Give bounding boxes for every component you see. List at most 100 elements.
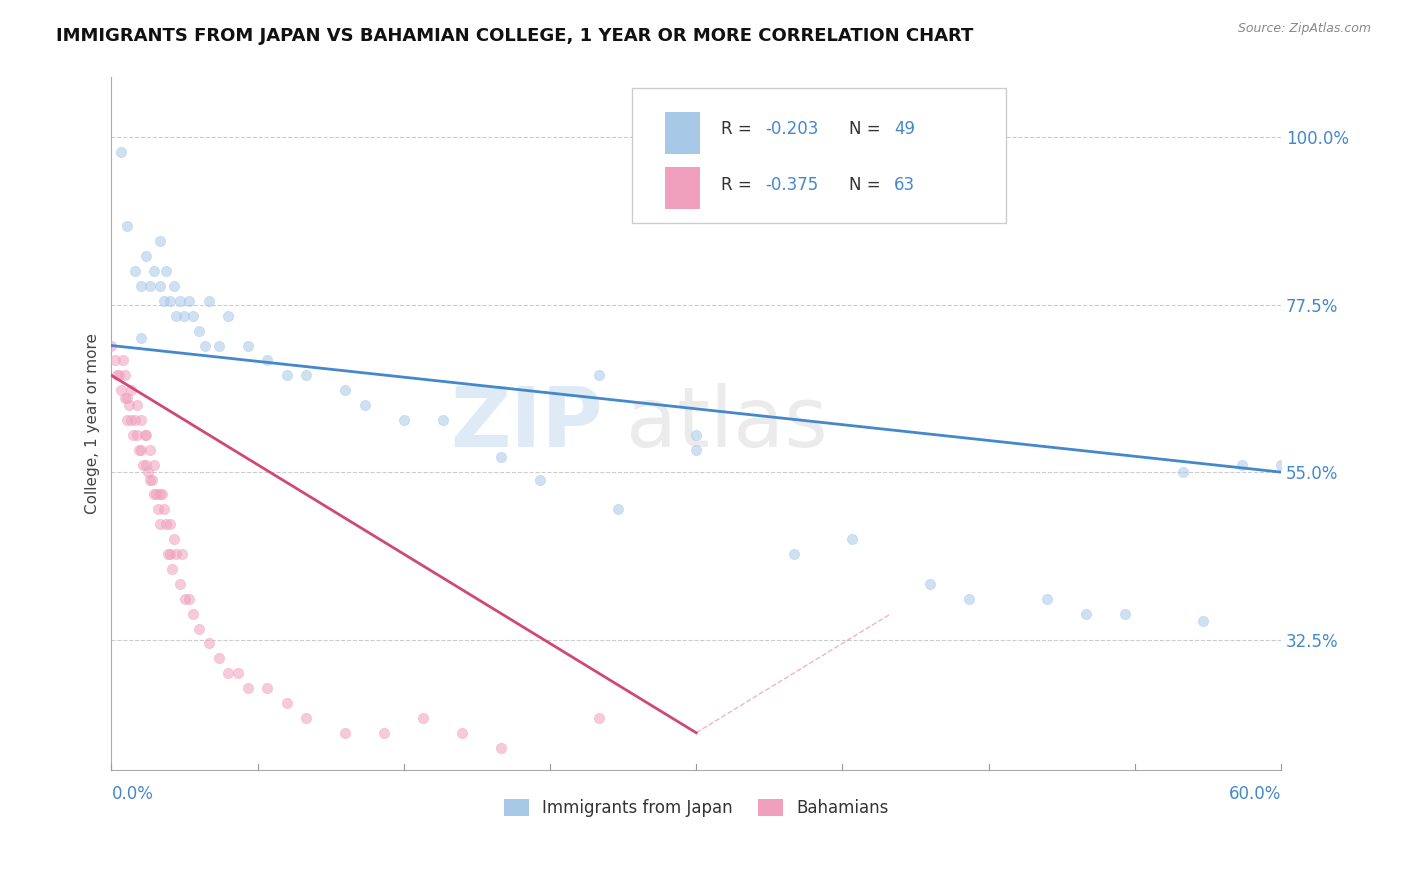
Point (160, 562, 183, 576)
Point (198, 293, 221, 308)
Point (124, 264, 146, 278)
Point (198, 636, 221, 650)
Point (112, 353, 135, 368)
Point (148, 502, 170, 516)
Point (114, 391, 136, 405)
Point (295, 711, 318, 725)
Point (120, 383, 142, 397)
Point (134, 428, 156, 442)
Point (1192, 614, 1215, 628)
Point (207, 338, 229, 352)
Point (529, 473, 551, 487)
Point (179, 591, 201, 606)
Point (141, 473, 163, 487)
Point (335, 383, 357, 397)
Point (194, 338, 217, 352)
Point (129, 413, 152, 427)
Point (149, 234, 172, 248)
Point (1230, 458, 1253, 472)
Point (165, 309, 187, 323)
Point (1074, 607, 1097, 621)
Point (236, 338, 259, 352)
Text: R =: R = (721, 176, 756, 194)
Point (165, 547, 187, 561)
Point (121, 428, 143, 442)
Point (181, 607, 204, 621)
Point (432, 413, 454, 427)
Point (145, 487, 167, 501)
Point (110, 145, 132, 159)
Point (159, 293, 181, 308)
Point (188, 622, 211, 636)
Point (143, 487, 166, 501)
Point (125, 428, 148, 442)
Point (841, 532, 863, 546)
Point (150, 487, 173, 501)
Point (118, 398, 141, 412)
Point (226, 666, 249, 681)
Point (412, 711, 434, 725)
Point (256, 681, 278, 695)
Point (276, 368, 298, 383)
Point (139, 473, 162, 487)
Point (159, 517, 181, 532)
Text: Source: ZipAtlas.com: Source: ZipAtlas.com (1237, 22, 1371, 36)
Point (163, 532, 186, 546)
Text: 60.0%: 60.0% (1229, 785, 1281, 803)
Point (115, 413, 138, 427)
Point (108, 368, 131, 383)
Point (295, 368, 318, 383)
Point (181, 309, 204, 323)
Point (100, 338, 122, 352)
Point (1173, 465, 1195, 479)
Point (143, 264, 166, 278)
Point (153, 293, 176, 308)
Point (143, 458, 166, 472)
Point (114, 368, 136, 383)
FancyBboxPatch shape (665, 168, 700, 209)
Point (120, 413, 142, 427)
Point (217, 309, 239, 323)
Point (125, 398, 148, 412)
Text: 0.0%: 0.0% (111, 785, 153, 803)
Text: R =: R = (721, 120, 756, 138)
Point (1036, 591, 1059, 606)
Text: -0.375: -0.375 (765, 176, 818, 194)
Point (491, 740, 513, 755)
Point (1270, 458, 1292, 472)
Point (156, 547, 179, 561)
Point (373, 725, 395, 739)
Point (188, 324, 211, 338)
Point (129, 331, 152, 345)
Point (685, 442, 707, 457)
Point (110, 383, 132, 397)
Point (129, 279, 152, 293)
Point (128, 442, 150, 457)
Point (115, 391, 138, 405)
Text: 63: 63 (894, 176, 915, 194)
Y-axis label: College, 1 year or more: College, 1 year or more (86, 334, 100, 514)
Point (920, 577, 942, 591)
Point (129, 442, 152, 457)
Legend: Immigrants from Japan, Bahamians: Immigrants from Japan, Bahamians (498, 792, 896, 824)
Point (138, 465, 160, 479)
Point (149, 279, 172, 293)
Point (353, 398, 375, 412)
Point (179, 293, 201, 308)
FancyBboxPatch shape (631, 87, 1007, 223)
Text: -0.203: -0.203 (765, 120, 818, 138)
Point (104, 353, 127, 368)
Point (276, 696, 298, 710)
Point (392, 413, 415, 427)
Point (451, 725, 474, 739)
Text: atlas: atlas (626, 384, 828, 464)
Point (217, 666, 239, 681)
FancyBboxPatch shape (665, 112, 700, 153)
Point (174, 591, 197, 606)
Point (207, 651, 229, 665)
Point (607, 502, 630, 516)
Point (782, 547, 804, 561)
Point (159, 547, 181, 561)
Point (169, 577, 191, 591)
Point (149, 487, 172, 501)
